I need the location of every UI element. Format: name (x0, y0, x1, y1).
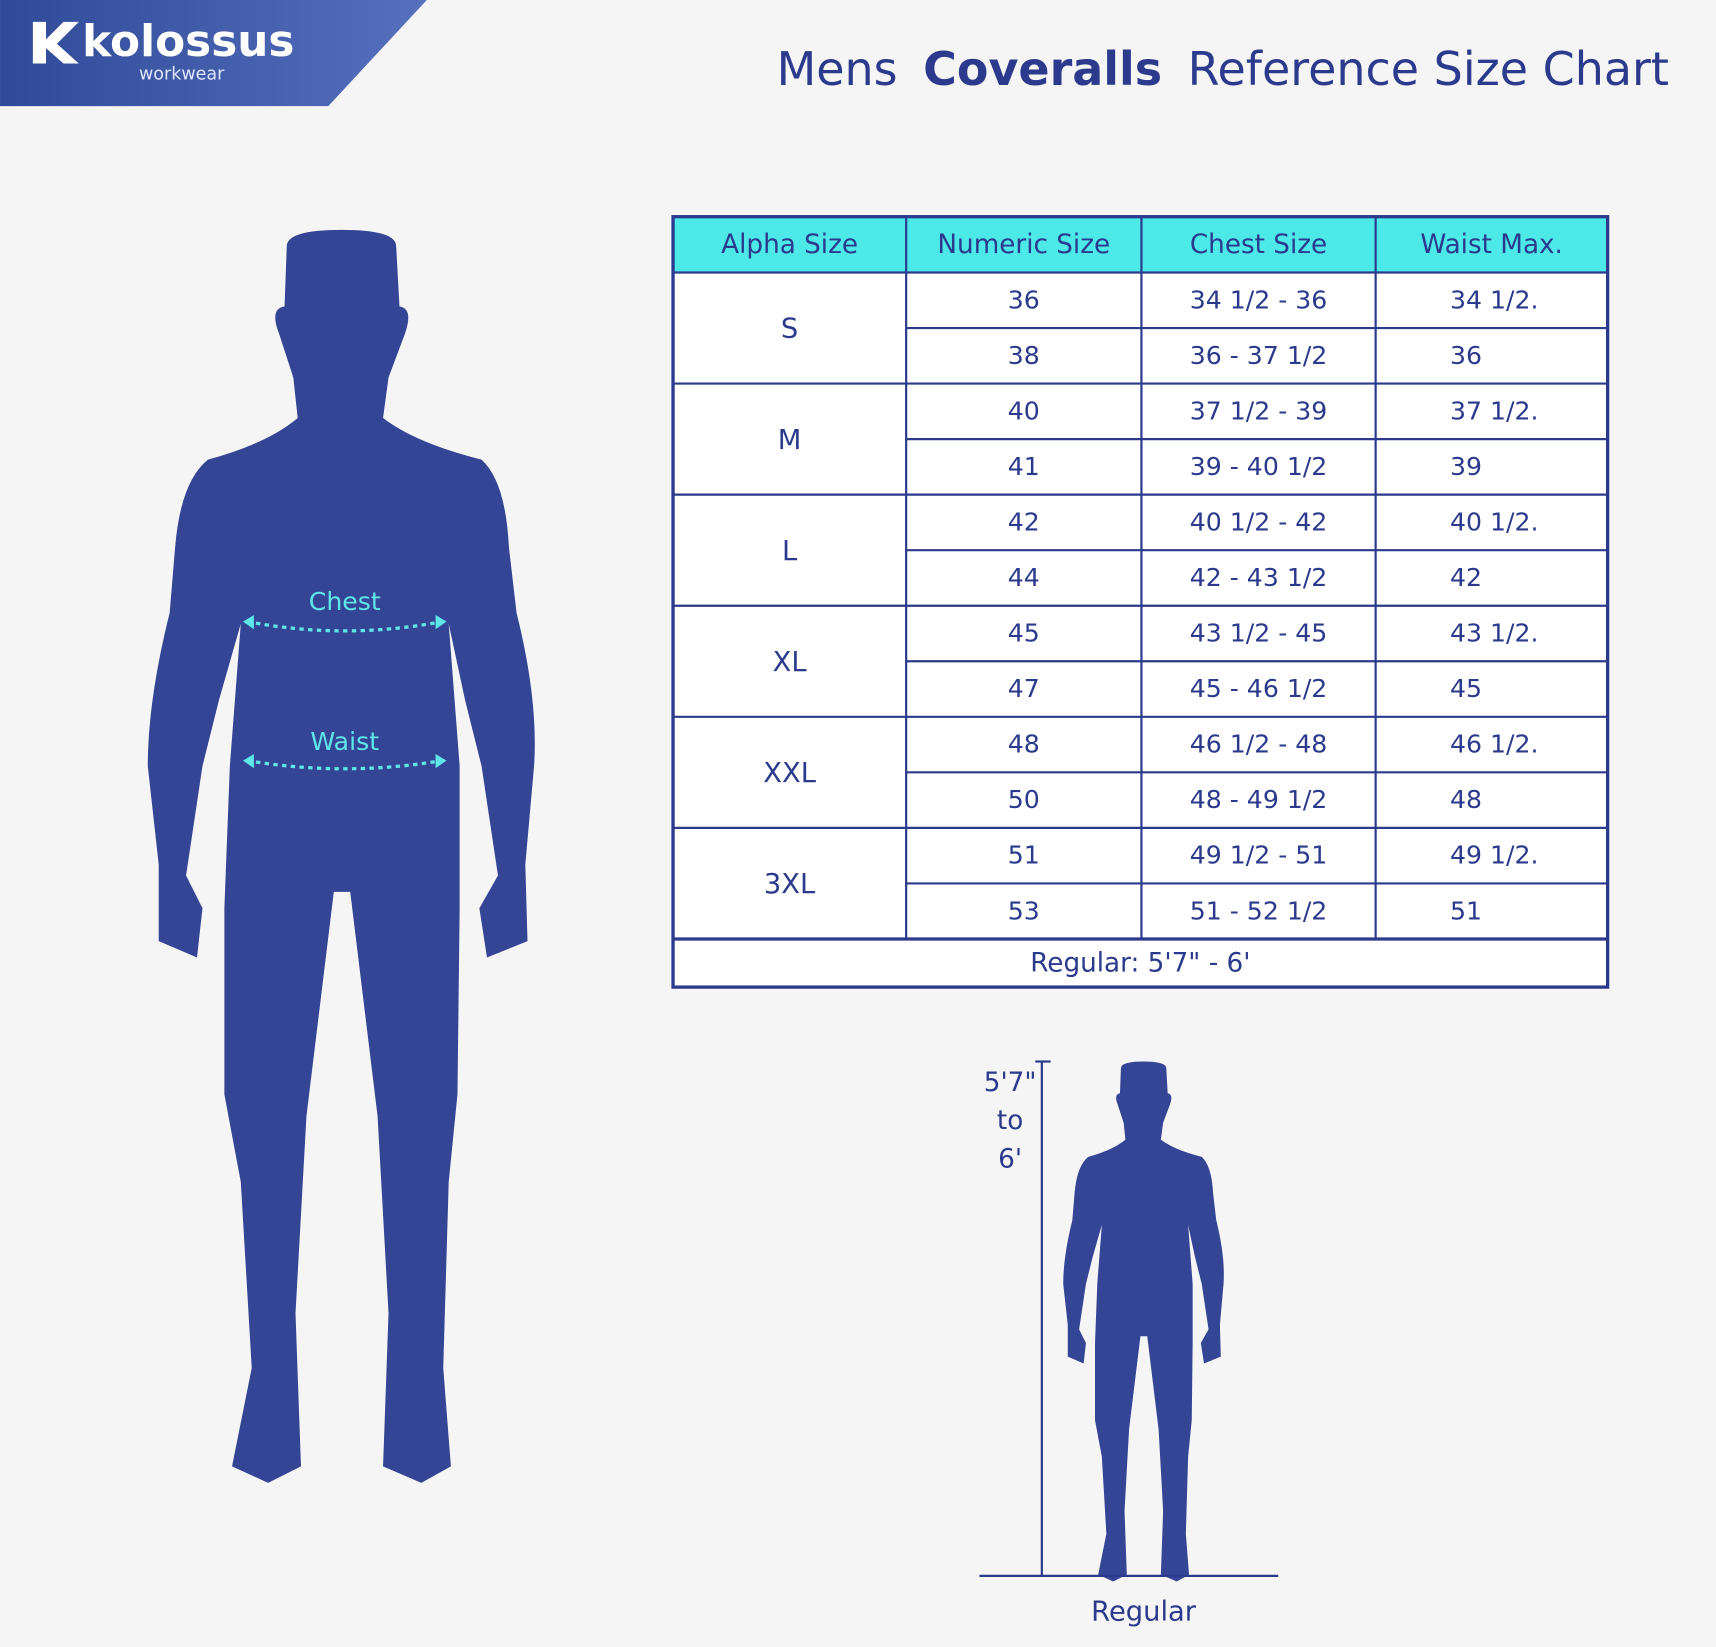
title-suffix: Reference Size Chart (1188, 42, 1669, 96)
header-cell: Alpha Size (721, 230, 858, 260)
table-cell: 43 1/2 - 45 (1190, 619, 1328, 648)
table-cell: 42 (1450, 563, 1482, 592)
table-border (671, 215, 1610, 989)
table-cell: 48 (1008, 730, 1040, 759)
table-cell: 45 - 46 1/2 (1190, 674, 1328, 703)
logo-mark (32, 21, 79, 64)
size-table: Alpha Size Numeric Size Chest Size Waist Ma… (671, 215, 1610, 989)
table-cell: 36 - 37 1/2 (1190, 341, 1328, 370)
small-silhouette (1063, 1061, 1224, 1582)
table-cell: 39 (1450, 452, 1482, 481)
alpha-cell: XL (773, 647, 808, 678)
alpha-cell: S (781, 314, 798, 345)
table-footer: Regular: 5'7" - 6' (1030, 949, 1250, 979)
waist-label: Waist (310, 727, 379, 756)
height-from: 5'7" (984, 1068, 1037, 1098)
waist-line (247, 758, 443, 771)
alpha-cell: XXL (763, 758, 816, 789)
table-cell: 36 (1450, 341, 1482, 370)
table-cell: 39 - 40 1/2 (1190, 452, 1328, 481)
body-silhouette (147, 229, 535, 1483)
table-cell: 34 1/2 - 36 (1190, 285, 1328, 314)
table-cell: 36 (1008, 285, 1040, 314)
logo: kolossus workwear (0, 0, 427, 107)
table-cell: 41 (1008, 452, 1040, 481)
small-figure: 5'7" to 6' Regular (979, 1060, 1279, 1628)
table-cell: 40 1/2 - 42 (1190, 508, 1328, 537)
table-cell: 38 (1008, 341, 1040, 370)
big-figure: Chest Waist (147, 229, 535, 1483)
table-cell: 37 1/2 - 39 (1190, 396, 1328, 425)
table-cell: 48 - 49 1/2 (1190, 785, 1328, 814)
logo-sub: workwear (139, 64, 225, 84)
header-cell: Chest Size (1190, 230, 1327, 260)
table-cell: 47 (1008, 674, 1040, 703)
title-prefix: Mens (777, 42, 898, 96)
height-label: Regular (1091, 1597, 1197, 1628)
table-cell: 45 (1450, 674, 1482, 703)
table-cell: 42 (1008, 508, 1040, 537)
height-max: 6' (998, 1145, 1022, 1175)
alpha-cell: L (782, 536, 798, 567)
alpha-cell: M (778, 425, 802, 456)
chest-label: Chest (309, 587, 381, 616)
table-cell: 48 (1450, 785, 1482, 814)
table-cell: 45 (1008, 619, 1040, 648)
table-cell: 49 1/2. (1450, 841, 1539, 870)
table-cell: 49 1/2 - 51 (1190, 841, 1328, 870)
alpha-cell: 3XL (764, 869, 816, 900)
table-cell: 40 (1008, 396, 1040, 425)
chest-line (247, 619, 443, 633)
table-cell: 42 - 43 1/2 (1190, 563, 1328, 592)
logo-brand: kolossus (82, 16, 294, 67)
table-cell: 51 - 52 1/2 (1190, 896, 1328, 925)
table-cell: 50 (1008, 785, 1040, 814)
table-cell: 34 1/2. (1450, 285, 1539, 314)
table-cell: 40 1/2. (1450, 508, 1539, 537)
page-title: Mens Coveralls Reference Size Chart (777, 42, 1669, 96)
table-cell: 37 1/2. (1450, 396, 1539, 425)
table-cell: 51 (1450, 896, 1482, 925)
header-cell: Numeric Size (937, 230, 1110, 260)
table-cell: 44 (1008, 563, 1040, 592)
table-cell: 51 (1008, 841, 1040, 870)
table-cell: 43 1/2. (1450, 619, 1539, 648)
table-cell: 53 (1008, 896, 1040, 925)
title-bold: Coveralls (923, 42, 1162, 96)
header-cell: Waist Max. (1420, 230, 1563, 260)
logo-banner (0, 0, 427, 107)
height-to: to (997, 1106, 1023, 1136)
table-cell: 46 1/2. (1450, 730, 1539, 759)
table-cell: 46 1/2 - 48 (1190, 730, 1328, 759)
